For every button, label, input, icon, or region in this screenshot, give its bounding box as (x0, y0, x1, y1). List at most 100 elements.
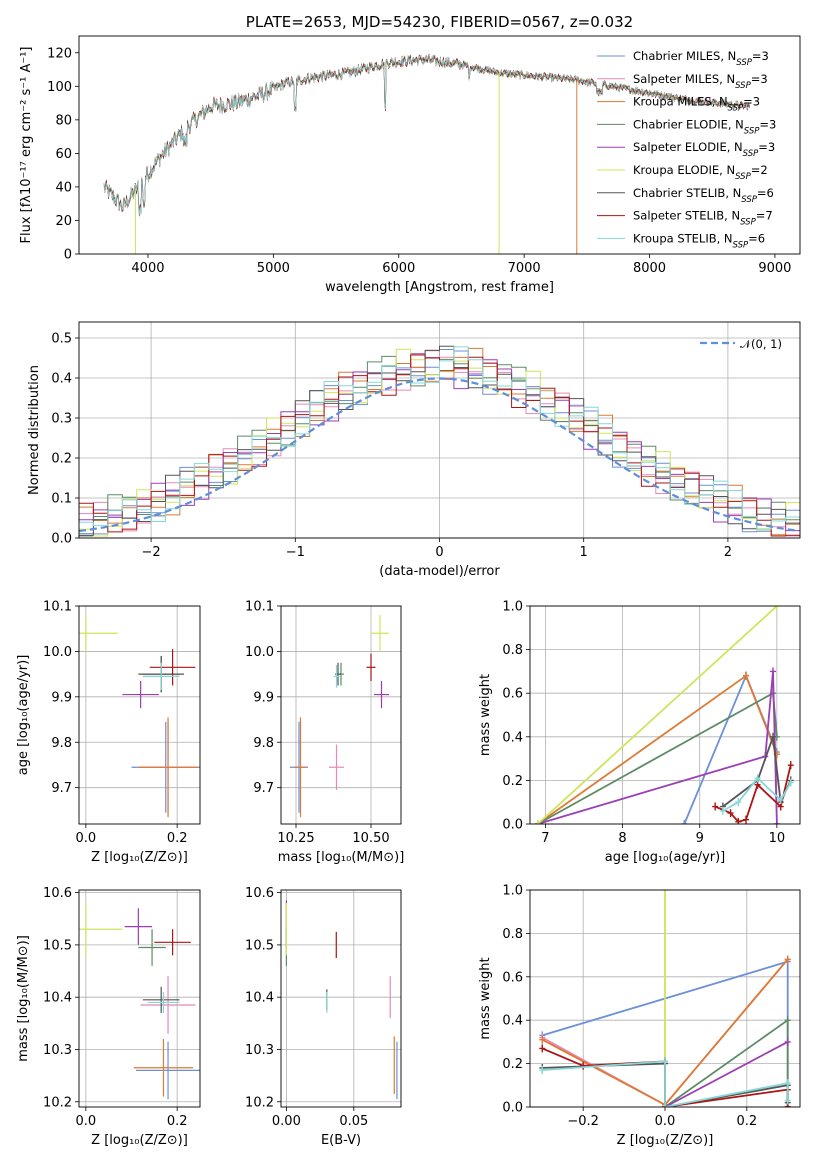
weight-marker-salpeter_stelib (712, 802, 719, 811)
x-tick-label: 0.0 (655, 1114, 676, 1129)
point-salpeter_elodie (124, 908, 153, 945)
plot-area (103, 54, 750, 254)
legend-suffix: =3 (751, 72, 768, 86)
y-axis-label: age [log₁₀(age/yr)] (16, 655, 31, 776)
y-tick-label: 40 (55, 180, 72, 195)
weight-marker-salpeter_elodie (784, 1037, 791, 1046)
weight-marker-salpeter_elodie (773, 820, 780, 824)
legend-text: Kroupa STELIB, N (633, 231, 733, 245)
y-tick-label: 10.4 (43, 991, 72, 1006)
plot-area (79, 345, 800, 538)
x-axis-label: Z [log₁₀(Z/Z⊙)] (617, 1133, 714, 1148)
y-axis-label: Flux [fλ10⁻¹⁷ erg cm⁻² s⁻¹ A⁻¹] (19, 47, 34, 244)
legend-text: Kroupa MILES, N (633, 95, 728, 109)
legend-suffix: =6 (757, 186, 774, 200)
point-salpeter_stelib (149, 649, 196, 686)
legend-subscript: SSP (744, 126, 760, 136)
x-axis-label: age [log₁₀(age/yr)] (605, 850, 726, 865)
legend-subscript: SSP (728, 104, 744, 114)
y-tick-label: 0.4 (502, 1014, 523, 1029)
axes-border (78, 35, 801, 255)
point-kroupa_stelib (142, 662, 180, 691)
axes-border (280, 889, 402, 1108)
legend-subscript: SSP (736, 58, 752, 68)
axes-border (529, 889, 801, 1108)
legend: 𝒩(0, 1) (700, 337, 782, 351)
legend-label: Kroupa STELIB, NSSP=6 (633, 231, 765, 250)
point-kroupa_miles (133, 1039, 194, 1097)
x-tick-label: 8000 (633, 261, 666, 276)
point-chabrier_miles (136, 1041, 200, 1100)
x-tick-label: 0.05 (339, 1114, 368, 1129)
panel-mass_vs_Z: 0.0 0.2 10.2 10.3 10.4 10.5 10.6 Z [log₁₀(Z/Z⊙)… (16, 886, 201, 1148)
weight-marker-kroupa_elodie (534, 820, 541, 824)
legend-label: Kroupa ELODIE, NSSP=2 (633, 163, 768, 182)
x-tick-label: −0.2 (567, 1114, 599, 1129)
y-tick-label: 0.0 (502, 1101, 523, 1116)
weight-marker-salpeter_stelib (539, 1044, 546, 1053)
x-axis-label: Z [log₁₀(Z/Z⊙)] (91, 1133, 188, 1148)
weight-marker-kroupa_stelib (735, 798, 742, 807)
grid-lines (79, 605, 200, 824)
point-salpeter_stelib (154, 929, 191, 956)
point-chabrier_elodie (138, 929, 166, 966)
y-tick-label: 9.9 (253, 690, 274, 705)
point-chabrier_stelib (142, 986, 180, 1013)
point-kroupa_miles (294, 717, 307, 818)
weight-marker-kroupa_stelib (784, 1096, 791, 1105)
x-axis-label: E(B-V) (321, 1133, 361, 1148)
weight-marker-chabrier_elodie (784, 1016, 791, 1025)
hist-step-kroupa_stelib (79, 346, 800, 538)
point-salpeter_elodie (374, 680, 389, 709)
weight-marker-kroupa_miles (539, 1035, 546, 1044)
x-axis-label: mass [log₁₀(M/M⊙)] (278, 850, 405, 865)
weight-line-salpeter_elodie (664, 1041, 789, 1107)
y-tick-label: 10.4 (245, 991, 274, 1006)
legend-label: Kroupa MILES, NSSP=3 (633, 95, 760, 114)
y-tick-label: 0.8 (502, 643, 523, 658)
legend-label: Chabrier ELODIE, NSSP=3 (633, 117, 776, 136)
x-tick-label: −1 (286, 545, 305, 560)
weight-line-salpeter_elodie (537, 670, 778, 824)
y-axis-label: mass weight (478, 957, 493, 1039)
y-tick-label: 10.6 (43, 886, 72, 901)
x-tick-label: 10 (769, 831, 786, 846)
plot-area (79, 615, 200, 818)
y-tick-label: 0.2 (51, 452, 72, 467)
x-tick-label: 10.25 (277, 831, 314, 846)
x-tick-label: 4000 (131, 261, 164, 276)
y-tick-label: 10.2 (245, 1095, 274, 1110)
weight-marker-kroupa_miles (784, 955, 791, 964)
point-kroupa_elodie (371, 615, 389, 652)
y-tick-label: 10.5 (245, 938, 274, 953)
x-tick-label: −2 (142, 545, 161, 560)
axes-frame: 0.00 0.05 10.2 10.3 10.4 10.5 10.6 E(B-V) (245, 886, 368, 1148)
weight-marker-chabrier_miles (681, 820, 688, 824)
y-tick-label: 1.0 (502, 884, 523, 899)
plot-area (285, 900, 398, 1100)
point-salpeter_stelib (366, 653, 376, 681)
axes-frame: 7 8 9 10 0.0 0.2 0.4 0.6 0.8 1.0 age [log₁₀(age/yr… (478, 600, 785, 866)
axes-frame: 4000 5000 6000 7000 8000 9000 0 20 40 60 80 100 120 w… (19, 13, 791, 295)
y-tick-label: 1.0 (502, 600, 523, 615)
legend-label: 𝒩(0, 1) (740, 337, 782, 351)
x-tick-label: 10.50 (352, 831, 389, 846)
y-tick-label: 0.4 (502, 730, 523, 745)
legend-suffix: =7 (756, 209, 773, 223)
panel-weight_vs_age: 7 8 9 10 0.0 0.2 0.4 0.6 0.8 1.0 age [log₁₀(age/yr… (478, 600, 801, 866)
grid-lines (530, 605, 800, 825)
y-tick-label: 10.6 (245, 886, 274, 901)
plot-area (79, 903, 200, 1100)
legend-suffix: =3 (752, 49, 769, 63)
panel-age_vs_mass: 10.25 10.50 9.7 9.8 9.9 10.0 10.1 mass [log₁₀(M… (245, 600, 404, 866)
legend-label: Salpeter ELODIE, NSSP=3 (633, 140, 775, 159)
legend-subscript: SSP (741, 195, 757, 205)
x-tick-label: 0.00 (272, 1114, 301, 1129)
y-tick-label: 0.6 (502, 970, 523, 985)
y-tick-label: 0.0 (502, 818, 523, 833)
y-tick-label: 9.7 (51, 781, 72, 796)
legend-subscript: SSP (735, 81, 751, 91)
weight-marker-kroupa_elodie (773, 606, 780, 610)
y-tick-label: 9.8 (51, 736, 72, 751)
